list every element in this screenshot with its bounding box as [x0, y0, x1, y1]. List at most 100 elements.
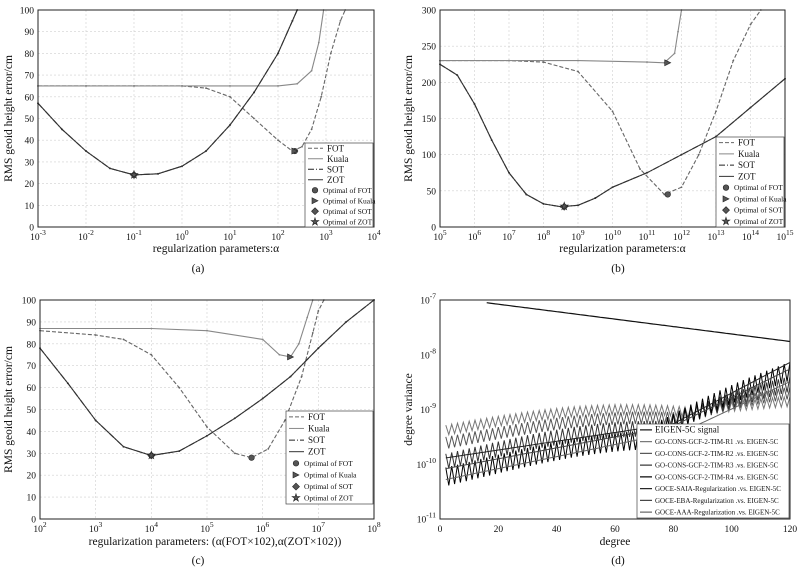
- series-line-zot: [439, 63, 786, 208]
- x-tick-label: 106: [256, 520, 270, 535]
- y-tick-label: 20: [27, 472, 37, 482]
- x-tick-label: 103: [319, 228, 333, 243]
- data-point: [525, 193, 528, 196]
- data-point: [577, 70, 579, 73]
- legend-label: SOT: [738, 160, 756, 170]
- legend-label: Kuala: [327, 154, 349, 164]
- data-point: [732, 59, 735, 62]
- panel-b: 105 106 107 108 109 1010 1011 1012 1013 1014 1015 0…: [403, 7, 794, 276]
- data-point: [229, 95, 231, 98]
- data-point: [267, 448, 270, 450]
- data-point: [646, 61, 648, 63]
- series-line-kuala: [40, 299, 314, 358]
- series-line-zot: [37, 9, 298, 176]
- data-point: [317, 347, 320, 350]
- data-point: [206, 426, 208, 428]
- x-axis-label: regularization parameters:α: [153, 243, 279, 255]
- legend-label: Kuala: [308, 423, 330, 433]
- x-tick-label: 60: [610, 525, 620, 535]
- x-tick-label: 10-3: [30, 228, 46, 243]
- data-point: [611, 110, 614, 113]
- y-axis-label: RMS geoid height error/cm: [3, 346, 15, 473]
- data-point: [577, 204, 579, 207]
- y-tick-label: 0: [31, 516, 36, 526]
- y-tick-label: 70: [27, 362, 37, 372]
- x-tick-label: 102: [271, 228, 285, 243]
- x-tick-label: 0: [438, 525, 443, 535]
- data-point: [646, 171, 648, 174]
- data-point: [680, 186, 683, 189]
- x-tick-label: 20: [494, 525, 504, 535]
- data-point: [577, 59, 579, 62]
- x-tick-label: 120: [783, 525, 798, 535]
- legend-label: GO-CONS-GCF-2-TIM-R4 .vs. EIGEN-5C: [655, 473, 779, 481]
- y-tick-label: 10-9: [420, 401, 436, 416]
- legend-box: [285, 410, 374, 505]
- data-point: [229, 85, 231, 87]
- series-line: [445, 361, 791, 459]
- legend-label: Optimal of ZOT: [734, 217, 784, 226]
- legend-label: FOT: [308, 412, 326, 422]
- data-point: [178, 386, 181, 389]
- y-tick-label: 100: [422, 151, 437, 161]
- legend-label: Optimal of FOT: [304, 459, 353, 468]
- series-line-fot: [38, 9, 346, 152]
- optimum-marker: ★: [560, 202, 569, 213]
- x-tick-label: 100: [725, 525, 740, 535]
- data-point: [289, 375, 292, 378]
- y-tick-label: 10-11: [417, 511, 436, 526]
- y-tick-label: 60: [27, 384, 37, 394]
- x-tick-label: 104: [145, 520, 159, 535]
- data-point: [206, 329, 208, 332]
- series-line: [445, 368, 791, 470]
- data-point: [542, 202, 545, 205]
- data-point: [261, 397, 264, 400]
- data-point: [297, 342, 300, 345]
- data-point: [85, 150, 87, 152]
- data-point: [677, 30, 679, 33]
- data-point: [205, 150, 207, 152]
- x-tick-label: 101: [223, 228, 237, 243]
- x-tick-label: 1014: [742, 228, 759, 243]
- data-point: [94, 419, 97, 422]
- data-point: [109, 167, 111, 170]
- data-point: [157, 172, 159, 175]
- data-point: [306, 316, 309, 319]
- data-point: [311, 331, 314, 334]
- legend-label: GO-CONS-GCF-2-TIM-R3 .vs. EIGEN-5C: [655, 462, 779, 470]
- series-line: [445, 381, 791, 480]
- plot-frame: [439, 9, 786, 228]
- y-tick-label: 30: [25, 158, 35, 168]
- series-line: [445, 386, 791, 449]
- panel-c: 102 103 104 105 106 107 108 0 10 20 30 40 50 60 70 80 90…: [3, 297, 381, 568]
- x-tick-label: 10-2: [78, 228, 94, 243]
- panel-d: 02040608010012010-1110-1010-910-810-7测绘E…: [403, 292, 797, 568]
- legend-marker: [311, 207, 319, 216]
- y-tick-label: 200: [422, 79, 437, 89]
- data-point: [178, 450, 181, 453]
- legend-label: GO-CONS-GCF-2-TIM-R1 .vs. EIGEN-5C: [655, 438, 779, 446]
- plot-frame: [439, 299, 791, 520]
- data-point: [253, 117, 255, 120]
- legend-label: GOCE-SAIA-Regularization .vs. EIGEN-5C: [655, 485, 781, 493]
- data-point: [310, 128, 313, 131]
- data-point: [229, 124, 231, 126]
- optimum-marker: [664, 59, 672, 67]
- legend-marker: [292, 471, 300, 479]
- data-point: [508, 59, 510, 62]
- data-point: [122, 445, 125, 448]
- x-tick-label: 109: [571, 228, 585, 243]
- series-line-kuala: [440, 9, 683, 64]
- y-tick-label: 10: [27, 494, 37, 504]
- data-point: [277, 85, 279, 87]
- series-line-kuala: [38, 9, 325, 87]
- y-tick-label: 250: [422, 43, 437, 53]
- legend-label: FOT: [738, 138, 756, 148]
- y-tick-label: 20: [25, 180, 35, 190]
- panel-a: 10-3 10-2 10-1 100 101 102 103 104 0 10 20 30 40 50 60…: [3, 7, 381, 276]
- panel-caption: (c): [192, 555, 205, 567]
- y-tick-label: 40: [25, 137, 35, 147]
- data-point: [329, 52, 332, 55]
- y-tick-label: 60: [25, 93, 35, 103]
